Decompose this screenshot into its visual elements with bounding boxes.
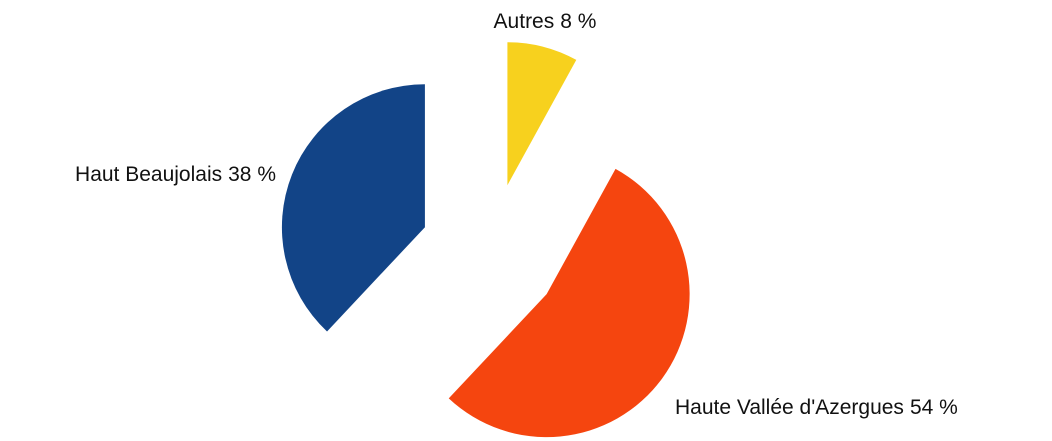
slice-label: Haut Beaujolais 38 %: [75, 163, 276, 186]
slice-name: Haut Beaujolais: [75, 163, 222, 186]
slice-value: 8 %: [560, 10, 596, 33]
pie-slice: [448, 168, 690, 438]
pie-slice: [507, 42, 577, 186]
slice-label: Autres 8 %: [494, 10, 597, 33]
slice-value: 54 %: [910, 396, 958, 419]
slice-label: Haute Vallée d'Azergues 54 %: [675, 396, 958, 419]
pie-slice: [281, 84, 425, 332]
slice-name: Haute Vallée d'Azergues: [675, 396, 904, 419]
slice-name: Autres: [494, 10, 555, 33]
slice-value: 38 %: [228, 163, 276, 186]
